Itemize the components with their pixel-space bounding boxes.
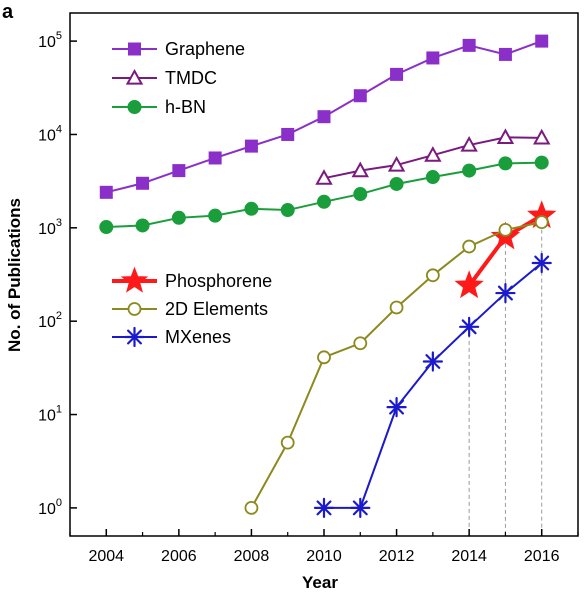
mxenes-point-2013: [422, 351, 443, 372]
graphene-point-2008: [244, 139, 258, 153]
h-bn-point-2014: [462, 163, 477, 178]
h-bn-point-2011: [353, 187, 368, 202]
mxenes-point-2016: [531, 252, 552, 274]
legend-middle: Phosphorene 2D Elements MXenes: [112, 266, 272, 348]
x-tick-label-2014: 2014: [451, 548, 487, 565]
legend-top: Graphene TMDC h-BN: [112, 39, 245, 117]
h-bn-point-2007: [208, 208, 223, 223]
h-bn-point-2010: [317, 194, 331, 209]
plot-frame: [69, 12, 579, 537]
y-tick-label-10: 101: [38, 404, 62, 425]
legend-marker-graphene: [128, 42, 141, 56]
graphene-point-2016: [535, 34, 549, 48]
tmdc-point-2014: [460, 136, 478, 152]
graphene-point-2006: [172, 164, 186, 178]
y-axis-ticks: 100 101 102 103 104 105: [38, 30, 77, 518]
graphene-point-2015: [498, 47, 512, 61]
legend-label-graphene: Graphene: [165, 39, 245, 59]
mxenes-point-2015: [495, 282, 516, 304]
x-tick-label-2006: 2006: [161, 548, 197, 565]
graphene-point-2004: [99, 185, 113, 199]
h-bn-point-2008: [244, 201, 259, 216]
2d-elements-line: [250, 221, 542, 509]
mxenes-point-2014: [459, 316, 480, 337]
tmdc-point-2015: [496, 128, 515, 145]
tmdc-point-2010: [315, 169, 333, 185]
legend-label-tmdc: TMDC: [165, 68, 217, 88]
tmdc-point-2011: [351, 161, 369, 178]
legend-marker-h-bn: [127, 100, 142, 114]
series-2d-elements: [244, 215, 549, 515]
y-axis-title: No. of Publications: [5, 198, 24, 352]
legend-marker-phosphorene: [120, 266, 149, 293]
phosphorene-point-2014: [454, 270, 484, 299]
2d-elements-point-2008: [244, 500, 259, 515]
series-graphene: [99, 34, 549, 199]
h-bn-point-2013: [425, 170, 440, 185]
tmdc-point-2016: [533, 128, 551, 145]
2d-elements-point-2011: [353, 336, 368, 351]
y-tick-label-1000: 103: [38, 217, 62, 238]
legend-item-h-bn: h-BN: [112, 97, 206, 117]
y-tick-label-10000: 104: [38, 123, 62, 144]
x-axis-title: Year: [302, 573, 338, 592]
h-bn-point-2012: [389, 176, 404, 191]
legend-item-phosphorene: Phosphorene: [112, 266, 272, 293]
mxenes-point-2012: [386, 397, 407, 418]
graphene-point-2012: [390, 67, 404, 81]
x-tick-label-2010: 2010: [306, 548, 342, 565]
tmdc-point-2012: [387, 156, 406, 172]
legend-item-mxenes: MXenes: [112, 326, 231, 348]
h-bn-point-2006: [171, 210, 186, 225]
legend-label-h-bn: h-BN: [165, 97, 206, 117]
x-tick-label-2012: 2012: [379, 548, 415, 565]
legend-label-phosphorene: Phosphorene: [165, 271, 272, 291]
graphene-point-2010: [317, 110, 331, 124]
h-bn-point-2009: [280, 203, 295, 218]
graphene-point-2011: [353, 89, 367, 103]
plot-area: [99, 34, 557, 536]
h-bn-point-2004: [99, 220, 114, 235]
legend-label-mxenes: MXenes: [165, 327, 231, 347]
graphene-point-2013: [426, 51, 440, 65]
h-bn-point-2015: [498, 156, 513, 171]
y-tick-label-100: 102: [38, 310, 62, 331]
h-bn-point-2016: [534, 155, 549, 170]
x-tick-label-2016: 2016: [524, 548, 560, 565]
legend-marker-2d-elements: [127, 302, 142, 316]
2d-elements-point-2012: [389, 300, 404, 315]
graphene-point-2005: [136, 176, 150, 190]
mxenes-line: [324, 262, 543, 509]
graphene-point-2007: [208, 151, 222, 165]
mxenes-point-2010: [313, 497, 335, 518]
series-mxenes: [313, 252, 552, 518]
panel-label: a: [2, 1, 14, 23]
2d-elements-point-2009: [280, 435, 295, 450]
graphene-point-2014: [462, 38, 476, 52]
legend-item-graphene: Graphene: [112, 39, 245, 59]
tmdc-point-2013: [424, 146, 442, 162]
h-bn-point-2005: [135, 218, 150, 233]
2d-elements-point-2010: [317, 350, 331, 365]
legend-item-tmdc: TMDC: [112, 68, 217, 88]
2d-elements-point-2015: [498, 223, 513, 237]
legend-marker-mxenes: [124, 326, 145, 348]
2d-elements-point-2013: [425, 268, 440, 283]
x-axis-ticks: 2004 2006 2008 2010 2012 2014 2016: [69, 529, 579, 565]
y-tick-label-100000: 105: [38, 30, 62, 51]
legend-item-2d-elements: 2D Elements: [112, 299, 268, 319]
graphene-point-2009: [281, 127, 295, 141]
x-tick-label-2008: 2008: [234, 548, 270, 565]
2d-elements-point-2014: [462, 239, 477, 254]
legend-marker-tmdc: [125, 68, 144, 85]
2d-elements-point-2016: [534, 215, 549, 230]
series-tmdc: [315, 128, 551, 185]
legend-label-2d-elements: 2D Elements: [165, 299, 268, 319]
x-tick-label-2004: 2004: [88, 548, 124, 565]
mxenes-point-2011: [350, 497, 371, 518]
series-h-bn: [99, 155, 549, 235]
y-tick-label-1: 100: [38, 497, 62, 518]
